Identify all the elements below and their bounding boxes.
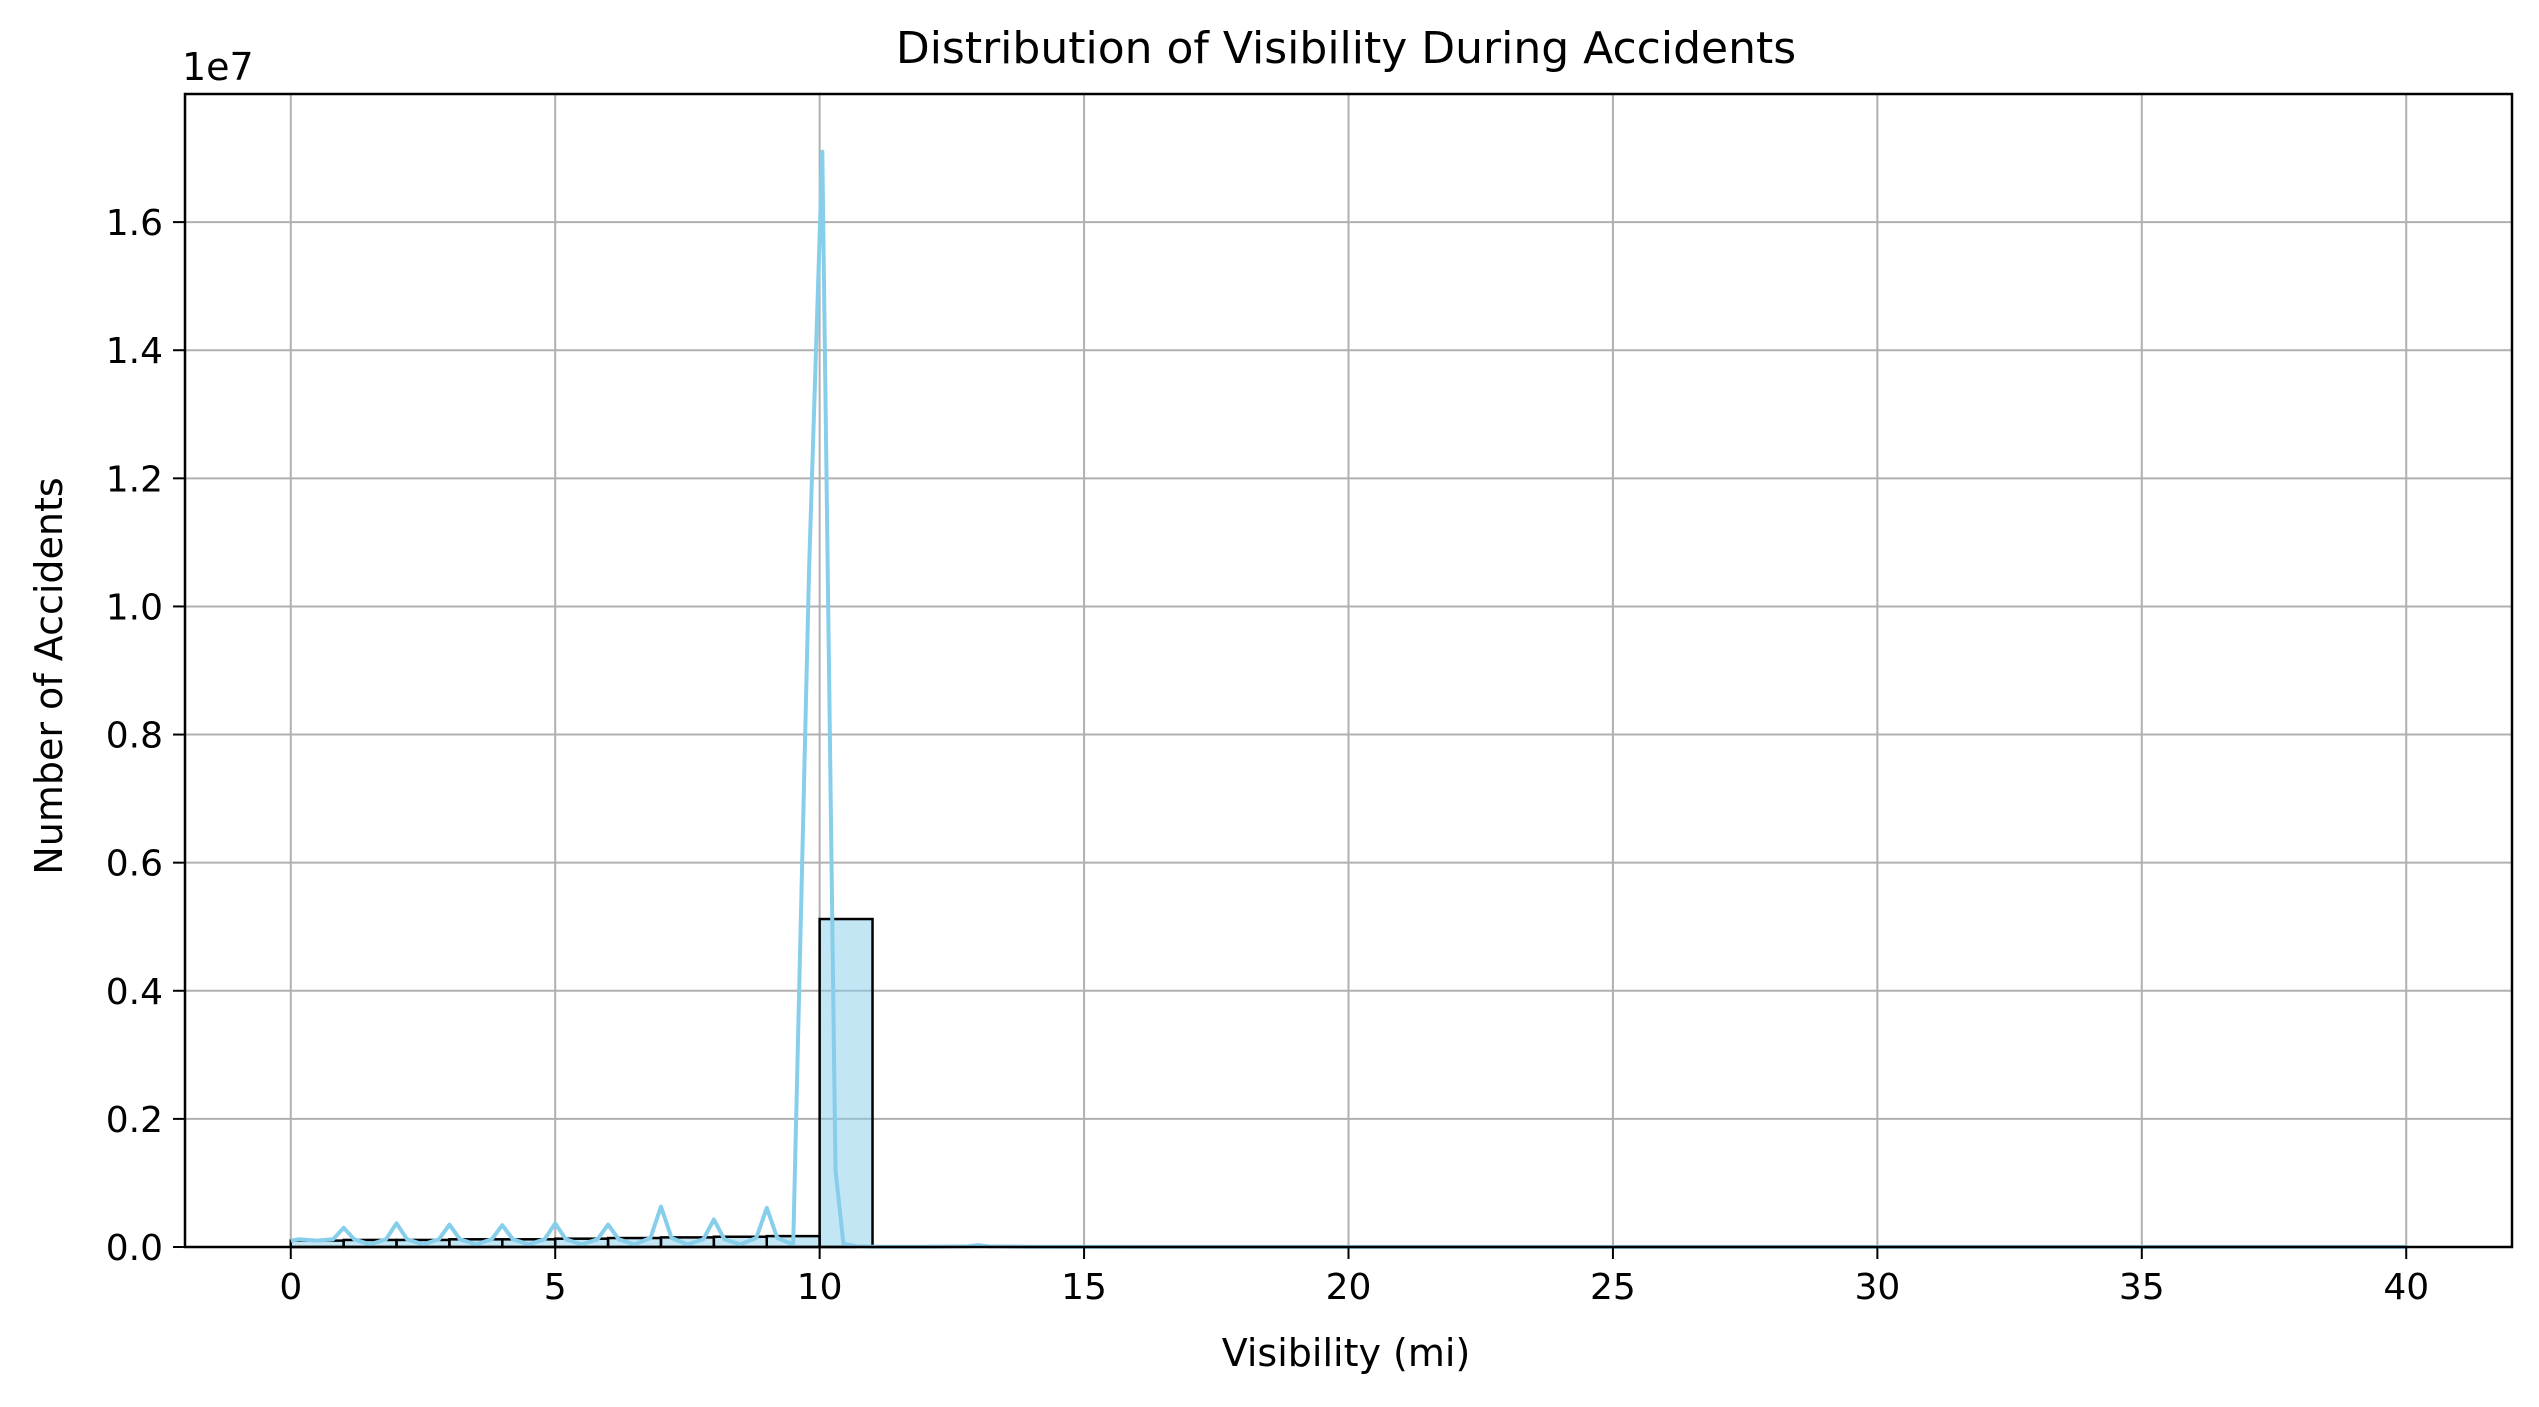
chart-title: Distribution of Visibility During Accide… (896, 23, 1796, 74)
y-tick-label: 1.4 (106, 331, 163, 372)
x-tick-label: 10 (797, 1267, 843, 1308)
x-tick-label: 30 (1854, 1267, 1900, 1308)
grid-lines (185, 94, 2512, 1248)
y-tick-label: 0.6 (106, 844, 163, 885)
y-tick-label: 1.0 (106, 587, 163, 628)
histogram-bar (818, 917, 874, 1249)
y-tick-label: 1.6 (106, 203, 163, 244)
y-axis-offset-text: 1e7 (182, 45, 254, 89)
x-tick-label: 40 (2383, 1267, 2429, 1308)
x-tick-label: 0 (279, 1267, 302, 1308)
x-tick-label: 15 (1061, 1267, 1107, 1308)
y-tick-label: 0.4 (106, 972, 163, 1013)
y-tick-label: 0.8 (106, 716, 163, 757)
x-tick-label: 35 (2119, 1267, 2165, 1308)
x-tick-label: 5 (544, 1267, 567, 1308)
x-tick-label: 25 (1590, 1267, 1636, 1308)
x-axis-ticks: 0 5 10 15 20 25 30 35 40 (279, 1247, 2429, 1308)
y-axis-ticks: 0.0 0.2 0.4 0.6 0.8 1.0 1.2 1.4 1.6 (106, 203, 185, 1269)
y-tick-label: 0.0 (106, 1228, 163, 1269)
y-tick-label: 1.2 (106, 459, 163, 500)
x-tick-label: 20 (1326, 1267, 1372, 1308)
y-axis-label: Number of Accidents (27, 477, 71, 874)
x-axis-label: Visibility (mi) (1222, 1331, 1471, 1375)
y-tick-label: 0.2 (106, 1100, 163, 1141)
